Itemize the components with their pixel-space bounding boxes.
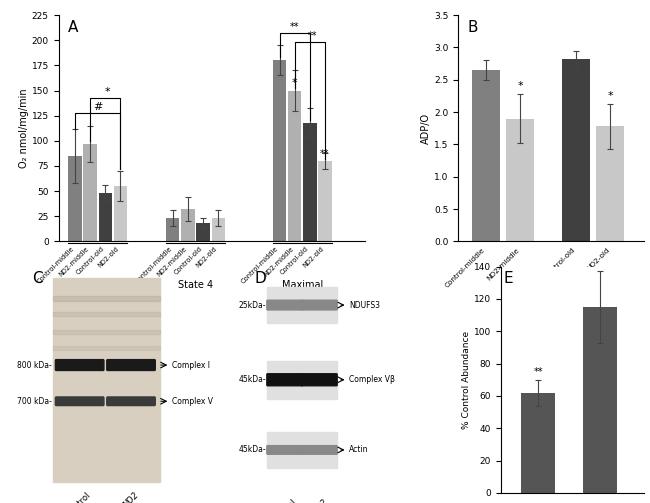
Text: 800 kDa-: 800 kDa- [17, 361, 52, 370]
Text: Maximal
State 3: Maximal State 3 [281, 280, 323, 301]
Bar [83, 144, 97, 241]
Bar [596, 126, 625, 241]
FancyBboxPatch shape [302, 300, 337, 310]
Text: State 3: State 3 [80, 280, 115, 290]
Text: ND2-middle: ND2-middle [486, 246, 520, 281]
Y-axis label: % Control Abundance: % Control Abundance [462, 330, 471, 429]
Bar [181, 209, 194, 241]
Text: C: C [32, 271, 42, 286]
FancyBboxPatch shape [267, 374, 303, 386]
Bar [53, 296, 161, 301]
Text: **: ** [320, 149, 330, 159]
Text: 45kDa-: 45kDa- [239, 375, 266, 384]
Text: #: # [93, 102, 102, 112]
FancyBboxPatch shape [107, 360, 155, 371]
Text: Control-old: Control-old [544, 246, 577, 279]
Bar [68, 156, 82, 241]
Text: A: A [68, 20, 78, 35]
FancyBboxPatch shape [267, 446, 303, 454]
Text: ND2-old: ND2-old [195, 245, 218, 269]
Text: 25kDa-: 25kDa- [239, 301, 266, 309]
Text: 700 kDa-: 700 kDa- [17, 397, 52, 406]
Bar [53, 312, 161, 316]
Text: ND2-middle: ND2-middle [156, 245, 188, 278]
Bar [266, 432, 337, 468]
Text: State 4: State 4 [178, 280, 213, 290]
Text: ND2: ND2 [311, 497, 330, 503]
Bar [266, 287, 337, 323]
Text: ND2-old: ND2-old [302, 245, 325, 269]
Bar [53, 278, 161, 482]
Bar [506, 119, 534, 241]
Text: **: ** [308, 31, 317, 41]
Text: Complex V: Complex V [172, 397, 213, 406]
FancyBboxPatch shape [55, 397, 104, 405]
FancyBboxPatch shape [302, 374, 337, 386]
Bar [288, 91, 302, 241]
Text: Control-old: Control-old [173, 245, 203, 276]
FancyBboxPatch shape [107, 397, 155, 405]
Bar [582, 307, 617, 493]
Bar [196, 223, 210, 241]
Bar [318, 161, 332, 241]
Bar [521, 393, 555, 493]
FancyBboxPatch shape [302, 446, 337, 454]
Text: B: B [467, 20, 478, 35]
FancyBboxPatch shape [55, 360, 104, 371]
Text: Control-middle: Control-middle [444, 246, 486, 289]
Text: **: ** [533, 367, 543, 377]
Bar [166, 218, 179, 241]
Text: ND2-old: ND2-old [97, 245, 120, 269]
Text: Control: Control [271, 497, 299, 503]
Bar [53, 330, 161, 334]
Bar [114, 186, 127, 241]
Text: Control-old: Control-old [75, 245, 105, 276]
Bar [472, 70, 500, 241]
Bar [303, 123, 317, 241]
Text: Control-middle: Control-middle [36, 245, 75, 285]
Bar [273, 60, 286, 241]
Bar [99, 193, 112, 241]
Y-axis label: ADP/O: ADP/O [421, 113, 431, 144]
Text: *: * [517, 81, 523, 92]
Text: *: * [608, 91, 613, 101]
Text: ND2: ND2 [122, 491, 141, 503]
Text: D: D [255, 271, 266, 286]
Text: Complex I: Complex I [172, 361, 210, 370]
Text: Control-middle: Control-middle [240, 245, 280, 285]
Text: E: E [504, 271, 514, 286]
Bar [53, 346, 161, 350]
Text: ND2-old: ND2-old [585, 246, 610, 272]
Text: Control-middle: Control-middle [134, 245, 173, 285]
Text: *: * [292, 77, 298, 88]
FancyBboxPatch shape [267, 300, 303, 310]
Bar [562, 59, 590, 241]
Text: Complex Vβ: Complex Vβ [349, 375, 395, 384]
Text: *: * [105, 87, 110, 97]
Text: ND2-middle: ND2-middle [263, 245, 294, 278]
Text: Control: Control [65, 491, 93, 503]
Text: **: ** [290, 22, 300, 32]
Y-axis label: O₂ nmol/mg/min: O₂ nmol/mg/min [19, 89, 29, 168]
Text: ND2-middle: ND2-middle [58, 245, 90, 278]
Bar [211, 218, 225, 241]
Text: Actin: Actin [349, 446, 369, 454]
Text: NDUFS3: NDUFS3 [349, 301, 380, 309]
Text: Control-old: Control-old [280, 245, 310, 276]
Bar [266, 361, 337, 399]
Text: 45kDa-: 45kDa- [239, 446, 266, 454]
